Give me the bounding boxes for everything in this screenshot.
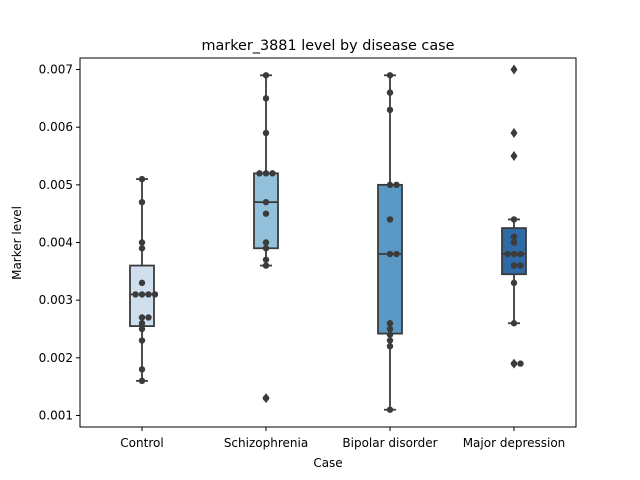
y-tick-label: 0.005 (39, 178, 73, 192)
data-point (132, 291, 139, 298)
data-point (262, 129, 270, 137)
data-point (393, 250, 400, 258)
data-point (138, 325, 146, 333)
y-axis-label: Marker level (10, 206, 24, 280)
data-point (386, 216, 394, 223)
data-point (386, 181, 394, 189)
plot-area: 0.001 0.002 0.003 0.004 0.005 0.006 0.007 Contr… (39, 57, 577, 450)
data-point (510, 250, 518, 258)
data-point (262, 72, 270, 79)
data-point (517, 360, 524, 367)
data-point (145, 314, 152, 321)
data-point (386, 250, 394, 258)
data-point (151, 291, 159, 298)
x-tick-label: Major depression (463, 436, 566, 450)
data-point (138, 279, 146, 287)
data-point (510, 233, 518, 240)
outlier-marker (510, 64, 518, 75)
data-point (262, 239, 270, 246)
data-point (386, 337, 394, 344)
data-point (138, 175, 146, 183)
data-point (138, 320, 146, 327)
data-point (138, 337, 146, 344)
data-point (138, 377, 146, 385)
y-tick-label: 0.001 (39, 408, 73, 422)
x-tick-label: Bipolar disorder (342, 436, 437, 450)
data-point (504, 250, 511, 258)
data-point (269, 170, 276, 177)
data-point (510, 262, 518, 269)
y-tick-label: 0.002 (39, 351, 73, 365)
data-point (256, 170, 263, 177)
data-point (262, 95, 270, 102)
data-point (517, 250, 524, 258)
data-point (386, 331, 394, 338)
data-point (262, 198, 270, 206)
x-axis-label: Case (313, 456, 342, 470)
data-point (138, 239, 146, 246)
data-point (138, 366, 146, 373)
data-point (262, 245, 270, 252)
y-tick-label: 0.006 (39, 120, 73, 134)
data-point (510, 216, 518, 223)
data-point (510, 360, 518, 367)
outlier-marker (510, 127, 518, 138)
data-point (393, 181, 400, 189)
data-point (138, 245, 146, 252)
data-point (262, 262, 270, 269)
data-point (262, 170, 270, 177)
data-point (517, 262, 524, 269)
x-tick-label: Schizophrenia (224, 436, 308, 450)
data-point (262, 210, 270, 217)
outlier-marker (510, 151, 518, 162)
data-point (510, 279, 518, 287)
data-point (510, 320, 518, 327)
data-point (262, 394, 270, 402)
y-tick-label: 0.007 (39, 63, 73, 77)
data-point (138, 291, 146, 298)
chart-title: marker_3881 level by disease case (201, 38, 454, 54)
data-point (386, 320, 394, 327)
data-point (386, 406, 394, 413)
data-point (386, 343, 394, 350)
data-point (386, 72, 394, 79)
data-point (138, 314, 146, 321)
data-point (386, 106, 394, 114)
y-tick-label: 0.004 (39, 236, 73, 250)
box-iqr (377, 183, 403, 335)
data-point (145, 291, 152, 298)
data-point (386, 89, 394, 96)
data-point (510, 239, 518, 246)
data-point (386, 325, 394, 333)
data-point (262, 256, 270, 263)
x-tick-label: Control (120, 436, 163, 450)
data-point (138, 198, 146, 206)
y-tick-label: 0.003 (39, 293, 73, 307)
